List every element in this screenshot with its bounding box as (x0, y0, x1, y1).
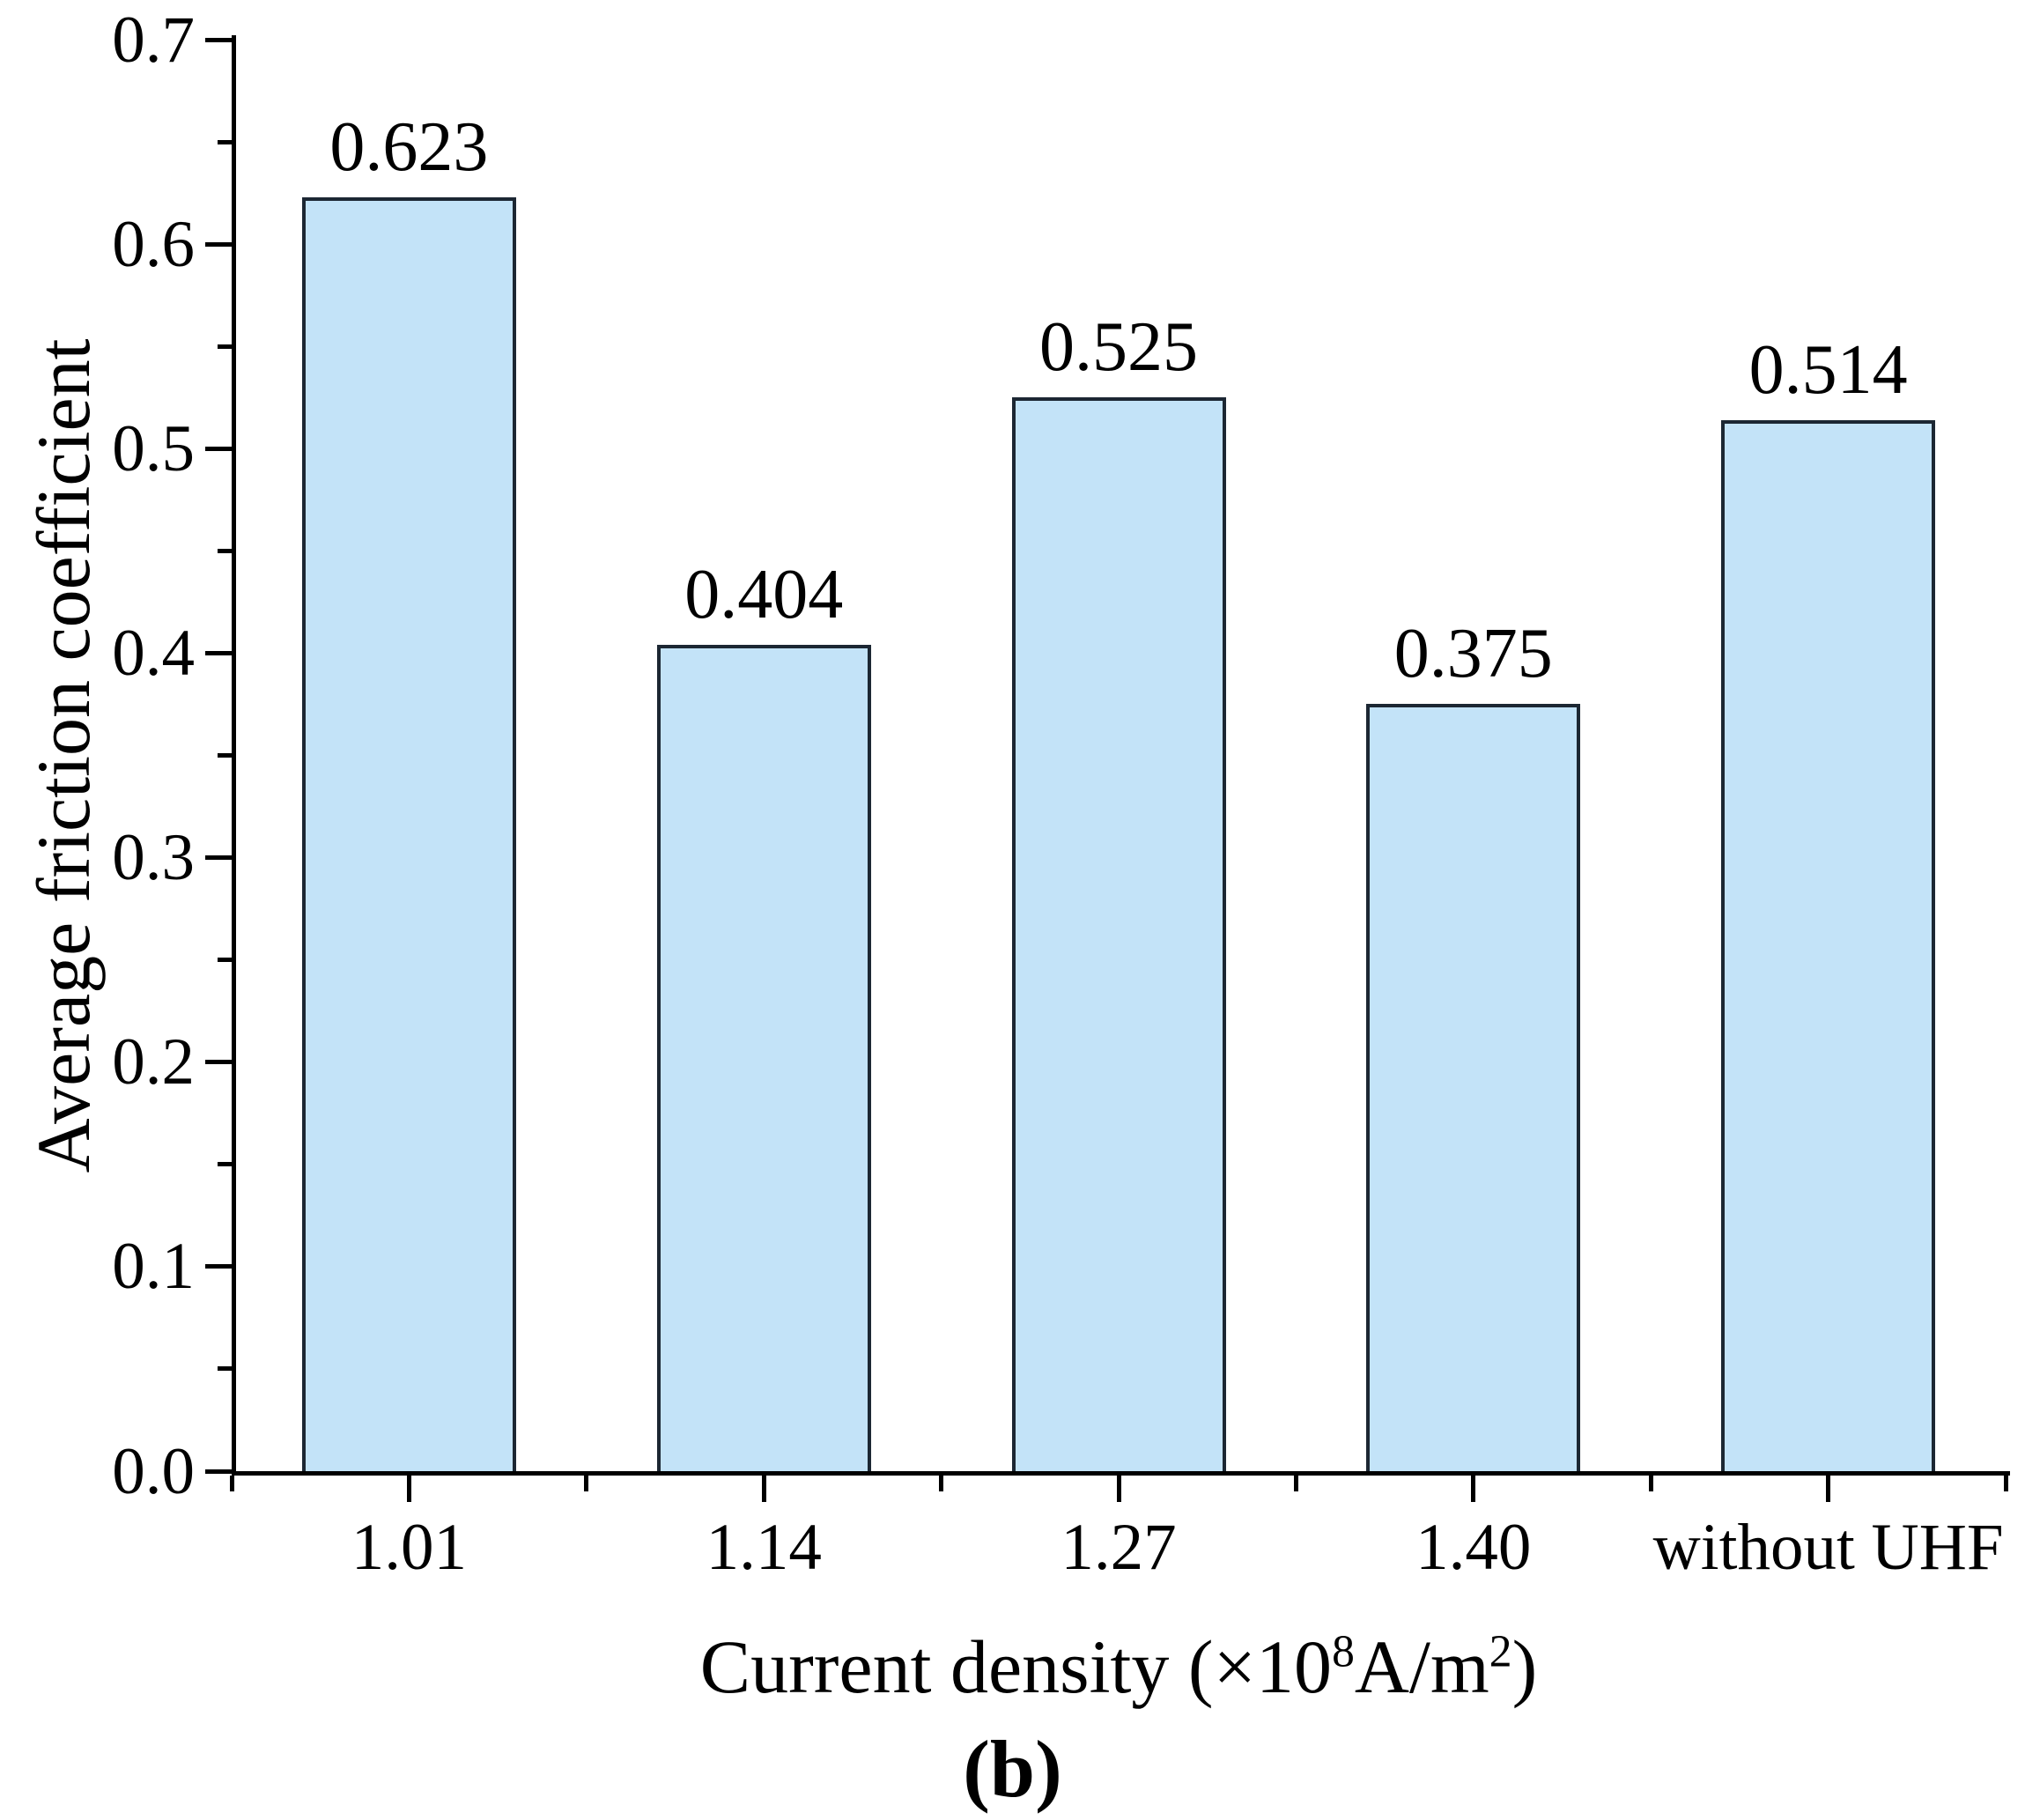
x-axis-title-unit: A/m (1354, 1624, 1489, 1709)
x-axis-title-text: Current density (×10 (699, 1624, 1333, 1709)
y-axis-major-tick (205, 855, 232, 861)
bar (1366, 704, 1581, 1471)
y-axis-tick-label: 0.1 (112, 1230, 195, 1304)
bar (656, 645, 871, 1471)
bar (301, 196, 516, 1471)
y-axis-major-tick (205, 650, 232, 655)
x-axis-title-close-paren: ) (1511, 1624, 1538, 1709)
y-axis-minor-tick (218, 753, 232, 758)
x-axis-major-tick (406, 1476, 411, 1502)
y-axis-minor-tick (218, 344, 232, 349)
x-axis-tick-label: without UHF (1652, 1510, 2004, 1584)
x-axis-major-tick (1471, 1476, 1476, 1502)
x-axis-minor-tick (1293, 1476, 1298, 1491)
y-axis-tick-label: 0.7 (112, 3, 195, 77)
x-axis-minor-tick (939, 1476, 944, 1491)
y-axis-tick-label: 0.3 (112, 821, 195, 895)
x-axis-major-tick (1116, 1476, 1121, 1502)
x-axis-tick-label: 1.01 (351, 1510, 468, 1584)
x-axis-title-superscript-2: 2 (1489, 1626, 1512, 1677)
y-axis-tick-label: 0.5 (112, 411, 195, 485)
y-axis-minor-tick (218, 1366, 232, 1372)
x-axis-major-tick (761, 1476, 766, 1502)
x-axis-major-tick (1826, 1476, 1831, 1502)
x-axis-tick-label: 1.14 (706, 1510, 822, 1584)
x-axis-minor-tick (1648, 1476, 1653, 1491)
y-axis-major-tick (205, 37, 232, 42)
x-axis-minor-tick (2003, 1476, 2008, 1491)
bar-value-label: 0.623 (329, 107, 489, 186)
x-axis-tick-label: 1.27 (1061, 1510, 1177, 1584)
y-axis-minor-tick (218, 139, 232, 144)
bar-value-label: 0.375 (1393, 615, 1553, 693)
y-axis-major-tick (205, 446, 232, 451)
x-axis-title: Current density (×108A/m2) (232, 1625, 2006, 1709)
y-axis-tick-label: 0.0 (112, 1434, 195, 1508)
x-axis-title-superscript-8: 8 (1332, 1626, 1355, 1677)
y-axis-tick-label: 0.2 (112, 1025, 195, 1099)
bar (1011, 397, 1226, 1471)
y-axis-minor-tick (218, 958, 232, 963)
y-axis-tick-label: 0.4 (112, 616, 195, 690)
x-axis-minor-tick (229, 1476, 234, 1491)
y-axis-major-tick (205, 1264, 232, 1269)
bar (1721, 419, 1936, 1471)
plot-area (232, 35, 2010, 1476)
y-axis-tick-label: 0.6 (112, 207, 195, 281)
y-axis-major-tick (205, 241, 232, 247)
y-axis-minor-tick (218, 548, 232, 553)
bar-value-label: 0.525 (1039, 308, 1198, 387)
bar-value-label: 0.514 (1748, 330, 1908, 409)
y-axis-major-tick (205, 1469, 232, 1474)
panel-label: (b) (963, 1724, 1062, 1814)
bar-value-label: 0.404 (684, 556, 844, 634)
x-axis-minor-tick (584, 1476, 589, 1491)
y-axis-major-tick (205, 1060, 232, 1065)
x-axis-tick-label: 1.40 (1415, 1510, 1532, 1584)
y-axis-minor-tick (218, 1162, 232, 1167)
